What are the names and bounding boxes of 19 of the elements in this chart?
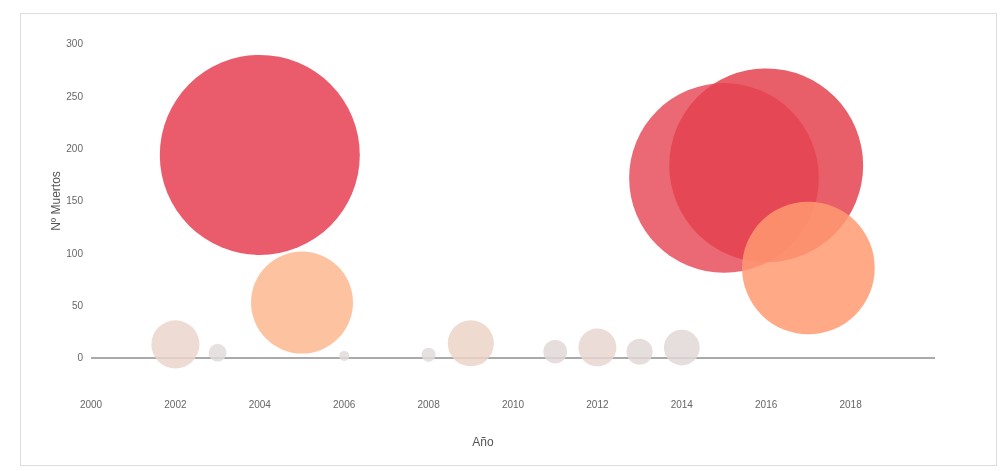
x-tick-label: 2012 xyxy=(586,399,609,410)
y-tick-label: 100 xyxy=(66,247,84,259)
x-tick-label: 2002 xyxy=(164,399,187,410)
y-tick-label: 0 xyxy=(77,352,84,364)
y-tick-label: 150 xyxy=(66,195,84,207)
y-tick-label: 50 xyxy=(71,299,84,311)
x-tick-label: 2010 xyxy=(501,399,525,410)
y-tick-label: 250 xyxy=(66,90,84,102)
x-tick-label: 2008 xyxy=(417,399,441,410)
x-tick-label: 2016 xyxy=(755,399,778,410)
x-tick-label: 2000 xyxy=(79,399,103,410)
x-tick-label: 2018 xyxy=(839,399,863,410)
y-tick-label: 300 xyxy=(66,38,84,50)
x-axis-title: Año xyxy=(472,435,494,449)
x-tick-label: 2014 xyxy=(670,399,694,410)
y-tick-label: 200 xyxy=(66,142,84,154)
y-axis-title: Nº Muertos xyxy=(49,171,63,231)
x-tick-label: 2006 xyxy=(333,399,356,410)
x-tick-label: 2004 xyxy=(248,399,272,410)
